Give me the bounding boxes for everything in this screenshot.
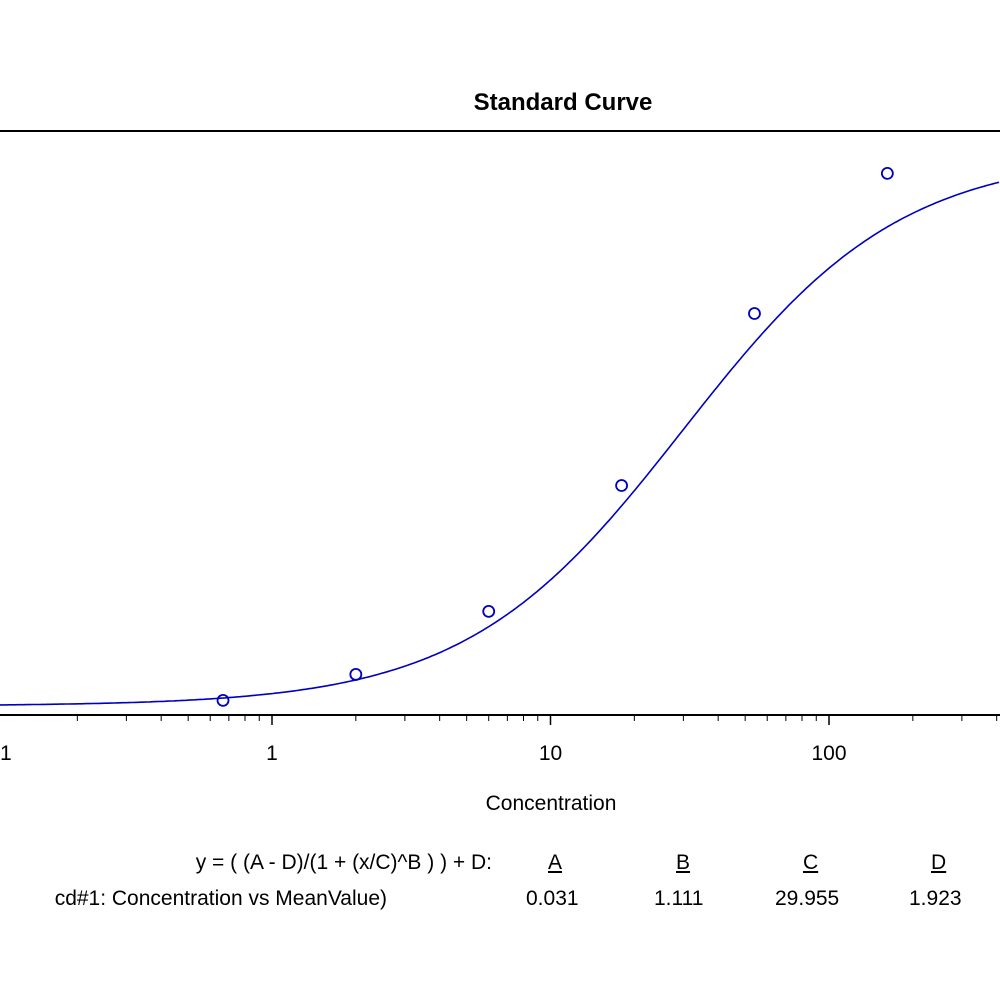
x-tick-label: 10 (539, 742, 562, 765)
param-d-value: 1.923 (909, 887, 962, 910)
data-points (216, 166, 894, 707)
param-a-value: 0.031 (526, 887, 579, 910)
x-axis-tick-labels: 1 1 10 100 (0, 742, 847, 765)
data-point (482, 604, 496, 618)
x-axis-label: Concentration (486, 792, 617, 815)
data-point (880, 166, 894, 180)
param-b-value: 1.111 (654, 887, 704, 910)
data-point (216, 694, 230, 707)
param-c-header: C (803, 851, 819, 874)
param-d-header: D (931, 851, 947, 874)
data-point (748, 307, 761, 320)
x-axis-ticks (76, 715, 998, 725)
param-a-header: A (548, 851, 563, 874)
param-c-value: 29.955 (775, 887, 840, 910)
data-point (615, 479, 628, 492)
fit-curve (0, 181, 1000, 706)
x-tick-label: 1 (0, 742, 12, 765)
fit-equation: y = ( (A - D)/(1 + (x/C)^B ) ) + D: (195, 851, 492, 874)
fit-model-label: cd#1: Concentration vs MeanValue) (54, 887, 387, 910)
data-point (349, 668, 363, 681)
chart-title: Standard Curve (474, 89, 653, 116)
param-b-header: B (676, 851, 691, 874)
x-tick-label: 100 (811, 742, 846, 765)
x-tick-label: 1 (266, 742, 278, 765)
